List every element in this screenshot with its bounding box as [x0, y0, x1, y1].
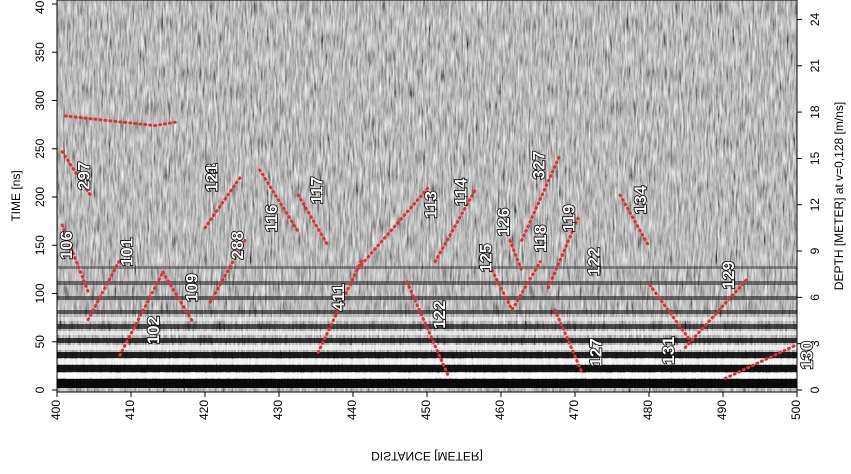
annotation-label: 103 [203, 164, 222, 192]
y2-tick-label: 18 [808, 105, 822, 119]
annotation-label: 127 [587, 338, 606, 366]
hyperbola-fit-line [296, 193, 330, 247]
y2-tick-label: 9 [808, 247, 822, 254]
annotation-label: 116 [262, 205, 281, 232]
y2-tick-label: 6 [808, 294, 822, 301]
x-tick-label: 500 [789, 400, 803, 420]
x-tick-label: 400 [49, 400, 63, 420]
x-tick-label: 480 [641, 400, 655, 420]
x-tick-label: 490 [715, 400, 729, 420]
x-tick-label: 440 [345, 400, 359, 420]
x-axis-label: DISTANCE [METER] [371, 449, 483, 463]
hyperbola-fit-line [553, 308, 584, 374]
annotation-label: 131 [659, 336, 678, 364]
x-tick-label: 410 [123, 400, 137, 420]
annotation-label: 122 [430, 301, 449, 329]
x-tick-label: 460 [493, 400, 507, 420]
hyperbola-fit-line [618, 193, 650, 247]
y2-tick-label: 12 [808, 198, 822, 212]
y-tick-label: 150 [33, 235, 47, 255]
hyperbola-fit-line [648, 283, 692, 342]
y-tick-label: 400 [33, 0, 47, 14]
y2-tick-label: 3 [808, 340, 822, 347]
hyperbola-fit-line [86, 258, 122, 322]
y2-tick-label: 0 [808, 386, 822, 393]
hyperbola-fit-line [490, 260, 542, 314]
annotation-label: 411 [329, 284, 348, 311]
annotation-label: 109 [183, 274, 202, 302]
y-axis-label: TIME [ns] [9, 170, 23, 221]
annotation-label: 113 [422, 191, 441, 218]
annotation-label: 134 [631, 185, 650, 214]
hyperbola-fit-line [508, 238, 524, 272]
annotation-label: 114 [451, 178, 470, 206]
annotation-label: 106 [57, 231, 76, 259]
y-tick-label: 250 [33, 138, 47, 158]
hyperbola-fit-line [405, 280, 450, 377]
hyperbola-fit-line [520, 153, 562, 242]
hyperbola-fit-line [433, 188, 477, 264]
hyperbola-fit-line [60, 150, 92, 197]
x-tick-label: 470 [567, 400, 581, 420]
annotation-label: 121 [203, 164, 222, 192]
annotation-label: 327 [530, 151, 549, 179]
hyperbola-fit-line [63, 114, 180, 128]
hyperbola-fit-line [723, 343, 799, 380]
y-tick-label: 350 [33, 42, 47, 62]
annotation-label: 125 [476, 244, 495, 272]
x-tick-label: 450 [419, 400, 433, 420]
annotation-label: 119 [559, 205, 578, 232]
hyperbola-fit-line [203, 173, 244, 230]
hyperbola-fit-line [161, 270, 195, 324]
hyperbola-fit-line [316, 258, 364, 354]
x-tick-label: 430 [271, 400, 285, 420]
y2-tick-label: 24 [808, 12, 822, 26]
annotation-label: 126 [494, 208, 513, 236]
annotation-label: 117 [308, 177, 327, 204]
annotation-label: 288 [228, 231, 247, 259]
annotation-label: 118 [531, 225, 550, 252]
hyperbola-fit-line [208, 238, 247, 304]
y-tick-label: 100 [33, 283, 47, 303]
annotation-label: 102 [144, 316, 163, 344]
hyperbola-fit-line [258, 168, 300, 234]
y-tick-label: 200 [33, 187, 47, 207]
annotation-label: 297 [75, 162, 94, 190]
y2-tick-label: 15 [808, 151, 822, 165]
hyperbola-fit-line [118, 270, 165, 357]
hyperbola-fit-line [683, 276, 750, 350]
y-tick-label: 300 [33, 90, 47, 110]
y-tick-label: 0 [33, 386, 47, 393]
annotation-label: 130 [798, 341, 817, 369]
x-tick-label: 420 [197, 400, 211, 420]
annotation-label: 101 [118, 238, 137, 266]
annotation-label: 129 [719, 261, 738, 289]
hyperbola-fit-line [60, 223, 90, 294]
annotation-label: 122 [584, 247, 603, 275]
y2-axis-label: DEPTH [METER] at v=0,128 [m/ns] [832, 102, 846, 290]
y2-tick-label: 21 [808, 59, 822, 73]
y-tick-label: 50 [33, 335, 47, 349]
